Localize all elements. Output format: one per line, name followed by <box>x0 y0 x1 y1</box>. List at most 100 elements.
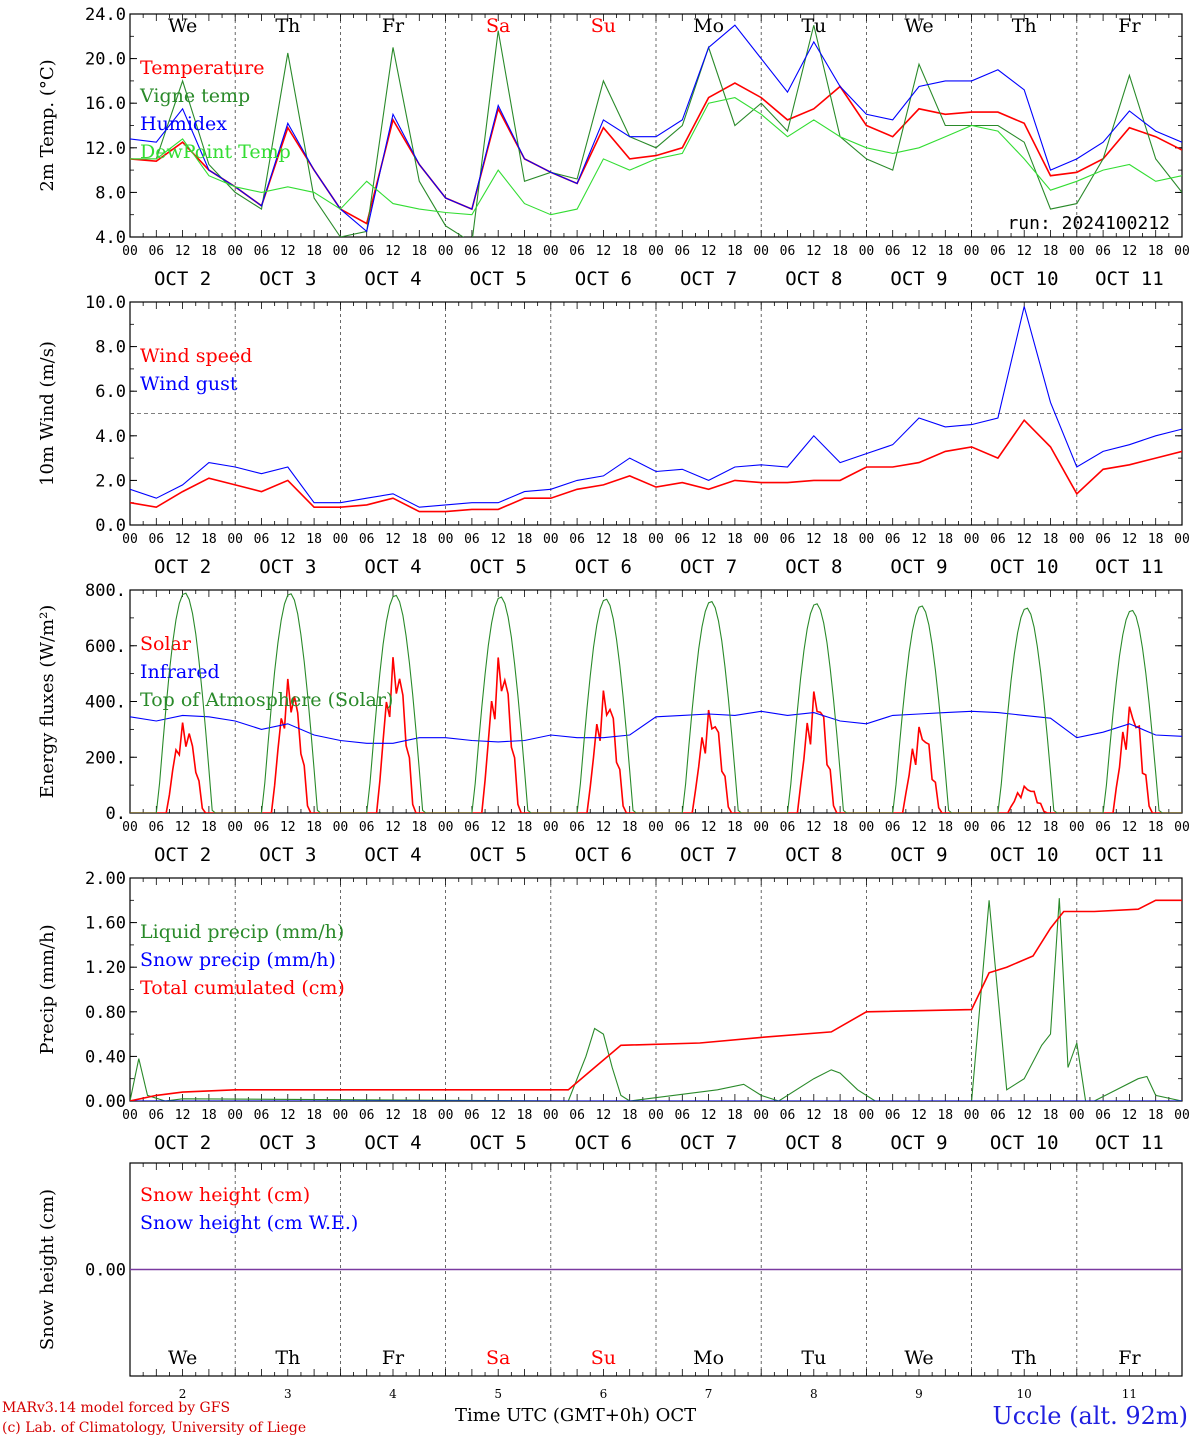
x-tick-label: 00 <box>333 1108 349 1123</box>
y-axis-label: Snow height (cm) <box>37 1189 58 1350</box>
model-credit: MARv3.14 model forced by GFS <box>2 1400 231 1416</box>
x-tick-label: 06 <box>254 532 270 547</box>
x-tick-label: 00 <box>1174 820 1190 835</box>
x-tick-label: 06 <box>1095 244 1111 259</box>
x-tick-label: 00 <box>964 1108 980 1123</box>
x-tick-label: 00 <box>227 820 243 835</box>
weekday-label: Th <box>275 15 300 37</box>
y-tick-label: 20.0 <box>85 50 126 70</box>
y-tick-label: 1.20 <box>85 958 126 978</box>
y-tick-label: 600. <box>85 637 126 657</box>
legend-entry: Vigne temp <box>139 85 250 107</box>
weekday-label: Fr <box>382 15 405 37</box>
x-tick-label: 18 <box>727 820 743 835</box>
day-number-label: 7 <box>705 1387 713 1401</box>
x-tick-label: 06 <box>990 820 1006 835</box>
day-date-label: OCT 2 <box>154 556 211 578</box>
day-date-label: OCT 9 <box>890 268 947 290</box>
day-date-label: OCT 5 <box>470 268 527 290</box>
x-tick-label: 06 <box>990 244 1006 259</box>
x-tick-label: 06 <box>148 532 164 547</box>
x-tick-label: 00 <box>1174 244 1190 259</box>
x-tick-label: 00 <box>333 244 349 259</box>
day-date-label: OCT 3 <box>259 844 316 866</box>
x-tick-label: 12 <box>280 1108 296 1123</box>
day-date-label: OCT 7 <box>680 268 737 290</box>
weekday-label: Th <box>1012 1347 1037 1369</box>
x-tick-label: 06 <box>885 1108 901 1123</box>
series-line-liquid-precip-mm-h- <box>130 898 1182 1101</box>
weekday-label: Th <box>1012 15 1037 37</box>
x-tick-label: 12 <box>490 532 506 547</box>
x-tick-label: 06 <box>1095 1108 1111 1123</box>
y-tick-label: 4.0 <box>95 427 126 447</box>
series-line-wind-gust <box>130 306 1182 508</box>
day-date-label: OCT 10 <box>990 556 1059 578</box>
x-tick-label: 12 <box>385 1108 401 1123</box>
legend-entry: Top of Atmosphere (Solar) <box>140 689 393 711</box>
y-axis-label: 10m Wind (m/s) <box>37 341 58 486</box>
x-tick-label: 18 <box>1148 244 1164 259</box>
x-tick-label: 00 <box>859 244 875 259</box>
x-tick-label: 06 <box>885 244 901 259</box>
x-tick-label: 12 <box>596 532 612 547</box>
x-tick-label: 12 <box>806 532 822 547</box>
x-tick-label: 12 <box>1122 532 1138 547</box>
x-tick-label: 06 <box>990 1108 1006 1123</box>
x-tick-label: 12 <box>490 1108 506 1123</box>
lab-credit: (c) Lab. of Climatology, University of L… <box>2 1420 307 1436</box>
x-tick-label: 06 <box>254 820 270 835</box>
x-tick-label: 12 <box>175 1108 191 1123</box>
day-date-label: OCT 8 <box>785 844 842 866</box>
series-line-temperature <box>130 82 1182 225</box>
x-tick-label: 18 <box>306 1108 322 1123</box>
x-tick-label: 18 <box>622 820 638 835</box>
x-tick-label: 00 <box>648 244 664 259</box>
y-tick-label: 0. <box>106 804 126 824</box>
x-tick-label: 06 <box>674 1108 690 1123</box>
y-axis-label: 2m Temp. (°C) <box>37 59 58 191</box>
x-tick-label: 18 <box>727 532 743 547</box>
x-tick-label: 00 <box>438 1108 454 1123</box>
chart-panel-2: 0.0 2.0 4.0 6.0 8.0 10.0 10m Wind (m/s) 00 06 12 1… <box>37 293 1190 578</box>
x-tick-label: 12 <box>911 532 927 547</box>
day-number-label: 5 <box>494 1387 502 1401</box>
x-tick-label: 12 <box>175 820 191 835</box>
x-tick-label: 06 <box>359 820 375 835</box>
x-tick-label: 00 <box>859 820 875 835</box>
x-tick-label: 00 <box>543 244 559 259</box>
x-tick-label: 18 <box>937 820 953 835</box>
x-tick-label: 00 <box>122 820 138 835</box>
day-date-label: OCT 8 <box>785 556 842 578</box>
x-tick-label: 00 <box>964 244 980 259</box>
x-tick-label: 18 <box>306 244 322 259</box>
day-date-label: OCT 2 <box>154 268 211 290</box>
x-tick-label: 12 <box>1122 1108 1138 1123</box>
y-axis-label: Energy fluxes (W/m²) <box>37 605 58 799</box>
x-tick-label: 06 <box>464 820 480 835</box>
legend-entry: Total cumulated (cm) <box>140 977 345 999</box>
series-line-infrared <box>130 710 1182 744</box>
y-tick-label: 0.00 <box>85 1092 126 1112</box>
x-tick-label: 18 <box>937 1108 953 1123</box>
x-tick-label: 06 <box>990 532 1006 547</box>
x-tick-label: 06 <box>780 820 796 835</box>
x-tick-label: 18 <box>1043 1108 1059 1123</box>
y-tick-label: 0.0 <box>95 516 126 536</box>
day-date-label: OCT 4 <box>364 844 421 866</box>
day-number-label: 11 <box>1122 1387 1137 1401</box>
day-date-label: OCT 4 <box>364 268 421 290</box>
x-tick-label: 18 <box>306 532 322 547</box>
x-tick-label: 12 <box>806 1108 822 1123</box>
x-tick-label: 18 <box>201 244 217 259</box>
x-tick-label: 12 <box>1016 1108 1032 1123</box>
day-date-label: OCT 9 <box>890 844 947 866</box>
x-tick-label: 06 <box>885 532 901 547</box>
x-tick-label: 18 <box>517 1108 533 1123</box>
x-tick-label: 18 <box>411 820 427 835</box>
day-date-label: OCT 4 <box>364 556 421 578</box>
x-tick-label: 12 <box>1016 244 1032 259</box>
x-tick-label: 00 <box>227 532 243 547</box>
day-date-label: OCT 7 <box>680 844 737 866</box>
x-tick-label: 18 <box>727 244 743 259</box>
